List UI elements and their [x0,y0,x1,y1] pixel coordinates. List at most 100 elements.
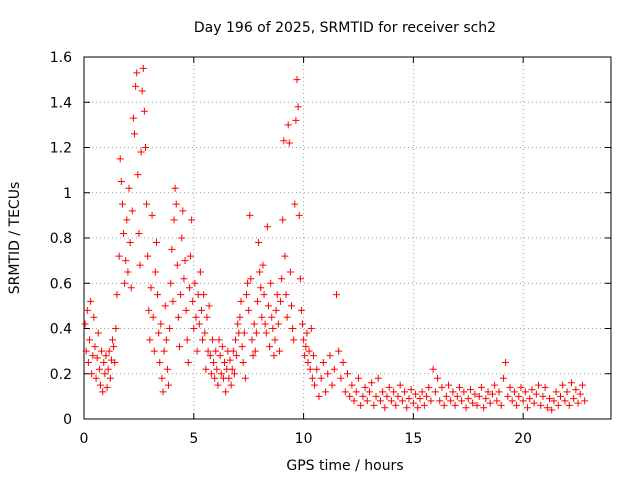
data-point [552,388,560,396]
data-point [156,358,164,366]
data-point [210,358,218,366]
data-point [261,320,269,328]
data-point [414,404,422,412]
data-point [471,390,479,398]
data-point [532,390,540,398]
data-point [458,397,466,405]
data-point [290,336,298,344]
data-point [572,386,580,394]
data-point [181,257,189,265]
data-point [491,381,499,389]
data-point [241,374,249,382]
data-point [90,313,98,321]
data-point [106,374,114,382]
data-point [348,381,356,389]
data-point [513,401,521,409]
data-point [244,279,252,287]
data-point [145,306,153,314]
data-point [311,381,319,389]
data-point [497,401,505,409]
data-point [116,155,124,163]
data-point [431,388,439,396]
data-point [196,268,204,276]
data-point [179,207,187,215]
data-point [140,107,148,115]
data-point [160,347,168,355]
x-tick-label: 10 [295,431,313,447]
data-point [234,320,242,328]
data-point [508,397,516,405]
grid-lines [84,57,611,419]
data-point [245,306,253,314]
data-point [297,306,305,314]
data-point [165,381,173,389]
data-point [559,381,567,389]
data-point [158,374,166,382]
data-point [218,343,226,351]
data-point [581,397,589,405]
data-point [546,395,554,403]
data-point [192,313,200,321]
data-point [177,291,185,299]
data-point [136,261,144,269]
data-point [141,144,149,151]
data-point [280,137,288,145]
data-point [237,297,245,305]
data-point [228,365,236,373]
data-point [324,370,332,378]
data-point [326,352,334,360]
data-point [286,268,294,276]
data-point [499,374,507,382]
data-point [561,397,569,405]
data-point [171,184,179,192]
data-point [330,365,338,373]
data-point [92,374,100,382]
data-point [151,268,159,276]
data-point [307,325,315,332]
data-point [528,386,536,394]
y-tick-label: 1.4 [50,95,72,111]
data-point [155,329,163,337]
data-point [87,297,95,305]
data-point [115,252,123,260]
data-point [291,200,299,208]
data-point [301,352,309,360]
plot-frame [83,56,612,420]
data-point [205,302,213,310]
data-point [383,392,391,400]
data-point [125,184,133,192]
data-point [232,336,240,344]
data-point [398,397,406,405]
data-point [473,401,481,409]
data-point [84,358,92,366]
data-point [535,381,543,389]
data-point [120,229,128,237]
data-point [368,379,376,387]
data-point [195,320,203,328]
data-point [242,291,250,299]
data-point [482,395,490,403]
data-point [574,399,582,407]
data-point [296,275,304,283]
data-point [281,252,289,260]
data-point [372,392,380,400]
data-point [502,358,510,366]
data-point [346,392,354,400]
data-point [530,399,538,407]
data-point [184,358,192,366]
data-point [493,397,501,405]
data-point [250,320,258,328]
data-point [190,325,198,332]
data-point [341,388,349,396]
data-point [401,388,409,396]
data-point [139,64,147,72]
data-point [225,374,233,382]
data-point [333,291,341,299]
data-point [191,279,199,287]
data-point [519,397,527,405]
data-point [188,216,196,224]
data-point [128,207,136,215]
data-point [449,388,457,396]
data-point [182,306,190,314]
data-point [524,404,532,412]
